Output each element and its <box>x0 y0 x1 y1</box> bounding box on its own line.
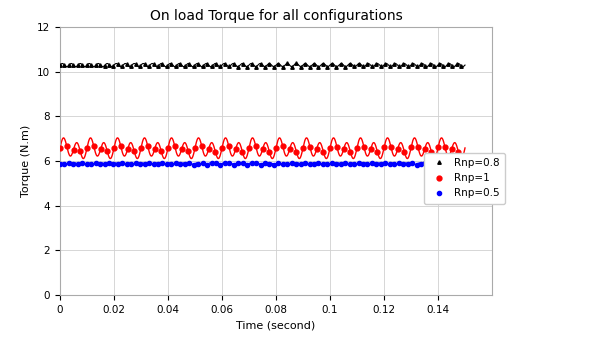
Line: Rnp=1: Rnp=1 <box>58 144 461 154</box>
Rnp=1 <box>191 146 199 150</box>
Rnp=0.5 <box>453 163 460 167</box>
Title: On load Torque for all configurations: On load Torque for all configurations <box>149 9 403 23</box>
Rnp=0.5 <box>56 162 64 166</box>
Legend: Rnp=0.8, Rnp=1, Rnp=0.5: Rnp=0.8, Rnp=1, Rnp=0.5 <box>424 153 505 204</box>
Rnp=0.8 <box>297 65 304 69</box>
Rnp=0.8 <box>288 65 295 69</box>
Rnp=0.5 <box>457 161 464 165</box>
Rnp=0.5 <box>230 163 238 167</box>
Rnp=0.8 <box>457 64 464 68</box>
Rnp=0.5 <box>341 161 349 165</box>
Line: Rnp=0.8: Rnp=0.8 <box>58 62 463 68</box>
Rnp=1 <box>63 144 70 148</box>
Rnp=0.5 <box>150 162 157 166</box>
Rnp=0.8 <box>56 63 64 67</box>
Rnp=0.8 <box>284 61 291 65</box>
Rnp=0.5 <box>106 161 113 165</box>
Rnp=1 <box>455 150 462 154</box>
Rnp=1 <box>56 146 64 150</box>
Rnp=0.8 <box>150 62 157 66</box>
Y-axis label: Torque (N.m): Torque (N.m) <box>22 125 31 197</box>
Rnp=1 <box>131 149 138 154</box>
Rnp=0.5 <box>404 162 411 166</box>
Rnp=0.8 <box>453 62 460 66</box>
Rnp=0.8 <box>404 64 411 68</box>
Rnp=0.8 <box>106 62 113 66</box>
Rnp=0.8 <box>159 62 166 66</box>
Rnp=0.5 <box>293 162 300 166</box>
Rnp=1 <box>164 146 172 150</box>
X-axis label: Time (second): Time (second) <box>236 320 316 330</box>
Rnp=0.5 <box>159 161 166 165</box>
Rnp=1 <box>178 147 185 152</box>
Rnp=1 <box>313 147 320 151</box>
Line: Rnp=0.5: Rnp=0.5 <box>58 161 463 167</box>
Rnp=1 <box>198 144 205 148</box>
